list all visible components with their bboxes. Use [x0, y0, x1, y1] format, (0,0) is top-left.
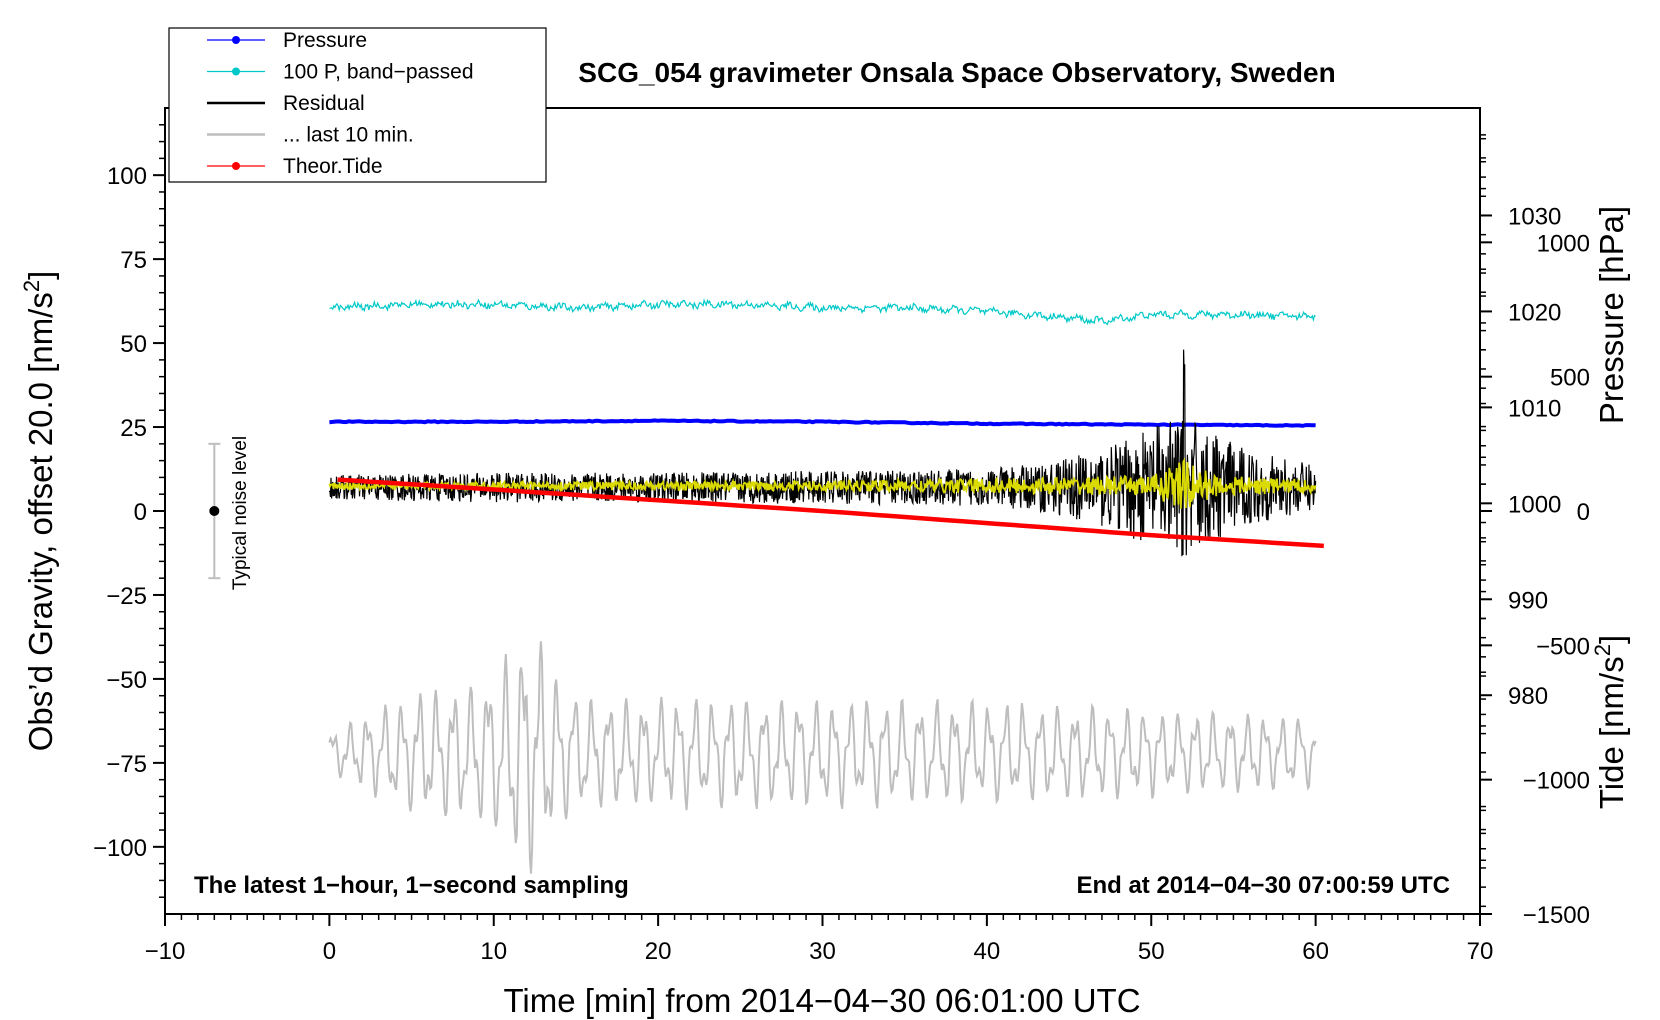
x-tick-label: 60 — [1302, 938, 1329, 965]
tide-tick-label: −500 — [1536, 633, 1590, 660]
y-tick-label: 0 — [134, 499, 147, 526]
x-tick-label: 70 — [1467, 938, 1494, 965]
pressure-tick-label: 1030 — [1508, 203, 1561, 230]
pressure-tick-label: 980 — [1508, 683, 1548, 710]
legend-label: Residual — [283, 92, 365, 115]
tide-tick-label: −1500 — [1523, 902, 1590, 929]
y-axis-label-left-end: ] — [22, 271, 59, 280]
x-tick-label: 30 — [809, 938, 836, 965]
pressure-tick-label: 1010 — [1508, 395, 1561, 422]
chart-title: SCG_054 gravimeter Onsala Space Observat… — [578, 57, 1335, 88]
tide-tick-label: −1000 — [1523, 768, 1590, 795]
y-tick-label: −100 — [93, 835, 147, 862]
y-axis-label-left: Obs’d Gravity, offset 20.0 [nm/s2] — [19, 271, 59, 752]
axes: −10 0 10 20 30 40 50 60 701007550250−25−50−75−10… — [93, 124, 1590, 965]
annotation-end-time: End at 2014−04−30 07:00:59 UTC — [1076, 872, 1450, 899]
legend-label: Theor.Tide — [283, 155, 383, 178]
legend-label: ... last 10 min. — [283, 124, 414, 147]
legend-marker — [232, 36, 240, 44]
x-tick-label: 10 — [480, 938, 507, 965]
theoretical-tide-series — [337, 477, 1324, 549]
y-tick-label: −50 — [106, 667, 147, 694]
pressure-tick-label: 1000 — [1508, 491, 1561, 518]
pressure-series — [329, 418, 1316, 428]
x-axis-label: Time [min] from 2014−04−30 06:01:00 UTC — [503, 982, 1140, 1019]
x-tick-label: −10 — [145, 938, 186, 965]
tide-axis-label-main: Tide [nm/s — [1593, 656, 1630, 809]
legend-marker — [232, 67, 240, 76]
band-passed-pressure-series — [329, 298, 1316, 326]
tide-axis-label: Tide [nm/s2] — [1590, 635, 1630, 809]
legend: Pressure 100 P, band−passed Residual ... la… — [168, 27, 547, 183]
plot-content — [328, 298, 1324, 874]
y-tick-label: −25 — [106, 583, 147, 610]
last-10-min-series — [328, 641, 1317, 874]
residual-series — [328, 349, 1317, 557]
y-tick-label: −75 — [106, 751, 147, 778]
tide-tick-label: 0 — [1577, 499, 1590, 526]
x-tick-label: 50 — [1138, 938, 1165, 965]
noise-level-indicator — [208, 442, 221, 580]
tide-axis-label-sup: 2 — [1590, 644, 1615, 656]
y-axis-label-left-sup: 2 — [19, 280, 44, 292]
x-tick-label: 20 — [645, 938, 672, 965]
pressure-tick-label: 1020 — [1508, 299, 1561, 326]
noise-level-label: Typical noise level — [230, 436, 251, 590]
noise-center-dot — [209, 506, 220, 516]
legend-box — [168, 27, 547, 183]
tide-tick-label: 500 — [1550, 365, 1590, 392]
y-tick-label: 50 — [120, 331, 147, 358]
pressure-tick-label: 990 — [1508, 587, 1548, 614]
y-axis-label-left-main: Obs’d Gravity, offset 20.0 [nm/s — [22, 292, 59, 751]
y-tick-label: 75 — [120, 247, 147, 274]
y-tick-label: 25 — [120, 415, 147, 442]
legend-label: Pressure — [283, 29, 367, 52]
tide-axis-label-end: ] — [1593, 635, 1630, 644]
annotation-latest-hour: The latest 1−hour, 1−second sampling — [194, 872, 629, 899]
x-tick-label: 40 — [974, 938, 1001, 965]
pressure-axis-label: Pressure [hPa] — [1593, 206, 1630, 424]
x-tick-label: 0 — [323, 938, 336, 965]
legend-label: 100 P, band−passed — [283, 61, 474, 84]
tide-tick-label: 1000 — [1537, 230, 1590, 257]
legend-marker — [232, 162, 240, 170]
y-tick-label: 100 — [107, 163, 147, 190]
